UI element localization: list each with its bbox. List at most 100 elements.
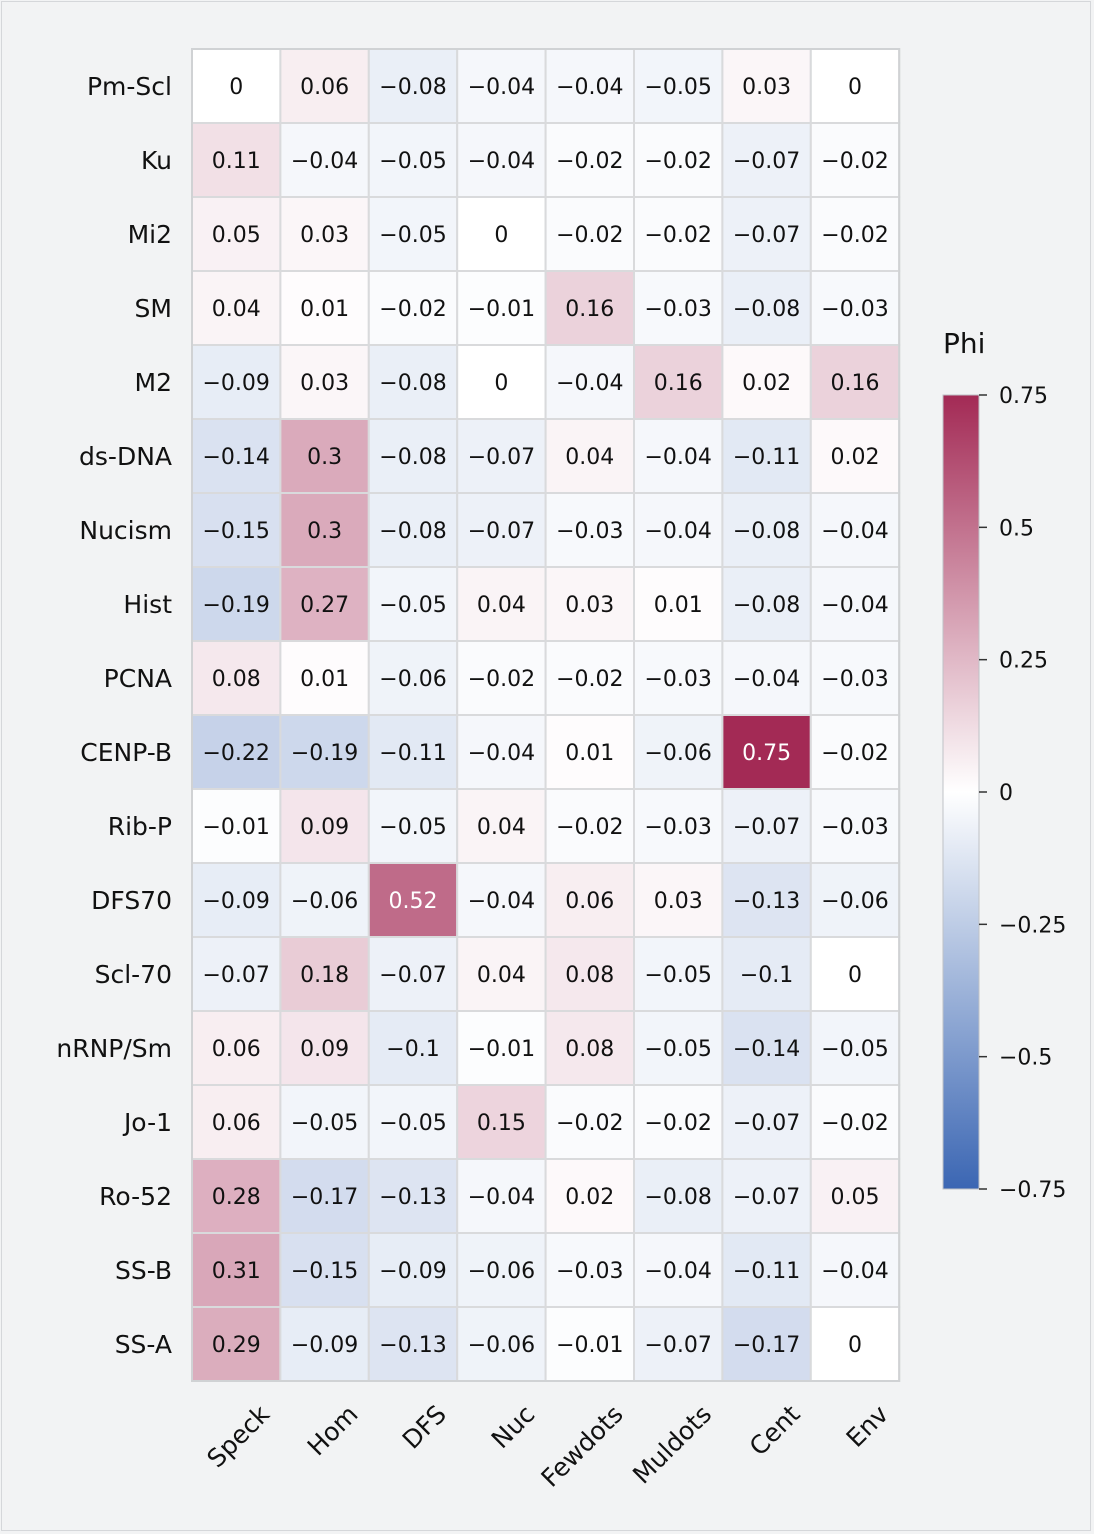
cell-value: −0.07 — [202, 963, 269, 988]
cell-value: −0.02 — [644, 223, 711, 248]
cell-value: 0.06 — [565, 889, 614, 914]
cell-value: 0.03 — [654, 889, 703, 914]
cell-value: −0.04 — [468, 75, 535, 100]
heatmap-cell — [279, 492, 370, 568]
colorbar: Phi 0.75 0.5 0.25 0 −0.25 −0.5 −0.75 — [942, 327, 1066, 1203]
cell-value: −0.06 — [468, 1259, 535, 1284]
cell-value: 0.01 — [565, 741, 614, 766]
cell-value: −0.05 — [644, 963, 711, 988]
row-label: nRNP/Sm — [56, 1034, 172, 1063]
heatmap-cell — [544, 48, 635, 124]
cell-value: 0 — [494, 223, 508, 248]
cell-value: −0.04 — [468, 889, 535, 914]
heatmap-cell — [456, 566, 547, 642]
cell-value: −0.03 — [644, 667, 711, 692]
heatmap-cell — [544, 122, 635, 198]
cell-value: −0.08 — [379, 371, 446, 396]
heatmap-cell — [456, 492, 547, 568]
cell-value: −0.13 — [379, 1185, 446, 1210]
cell-value: −0.02 — [379, 297, 446, 322]
cell-value: −0.02 — [821, 223, 888, 248]
heatmap-cell — [633, 418, 724, 494]
cell-value: −0.04 — [556, 75, 623, 100]
heatmap-cell — [721, 1010, 812, 1086]
heatmap-cell — [809, 1306, 901, 1382]
cell-value: −0.19 — [202, 593, 269, 618]
colorbar-ticks: 0.75 0.5 0.25 0 −0.25 −0.5 −0.75 — [979, 384, 1066, 1203]
heatmap-cell — [456, 270, 547, 346]
cell-value: −0.04 — [556, 371, 623, 396]
cell-value: −0.1 — [740, 963, 793, 988]
cell-value: 0.52 — [389, 889, 438, 914]
heatmap-cell — [809, 122, 901, 198]
cell-value: −0.08 — [379, 519, 446, 544]
cell-value: −0.08 — [644, 1185, 711, 1210]
colorbar-tick-label: 0 — [999, 781, 1013, 806]
cell-value: 0.27 — [300, 593, 349, 618]
cell-value: −0.19 — [291, 741, 358, 766]
heatmap-cell — [367, 122, 459, 198]
heatmap-cell — [721, 862, 812, 938]
column-label: Hom — [302, 1399, 364, 1461]
heatmap-cell — [721, 1084, 812, 1160]
cell-value: −0.08 — [379, 75, 446, 100]
heatmap-cell — [456, 196, 547, 272]
heatmap-cell — [367, 270, 459, 346]
heatmap-cell — [367, 344, 459, 420]
cell-value: −0.07 — [468, 445, 535, 470]
heatmap-cell — [367, 1010, 459, 1086]
colorbar-tick-label: 0.25 — [999, 649, 1048, 674]
cell-value: −0.09 — [291, 1333, 358, 1358]
heatmap-cell — [633, 714, 724, 790]
heatmap-cell — [544, 492, 635, 568]
cell-value: −0.03 — [821, 667, 888, 692]
heatmap-cell — [809, 862, 901, 938]
row-label: Hist — [123, 590, 172, 619]
heatmap-cell — [544, 640, 635, 716]
heatmap-cell — [721, 936, 812, 1012]
heatmap-cell — [279, 714, 370, 790]
heatmap-cell — [721, 344, 812, 420]
cell-value: −0.02 — [644, 1111, 711, 1136]
heatmap-cell — [544, 714, 635, 790]
cell-value: 0 — [848, 1333, 862, 1358]
cell-value: 0.08 — [212, 667, 261, 692]
cell-value: 0.05 — [831, 1185, 880, 1210]
cell-value: −0.06 — [821, 889, 888, 914]
cell-value: −0.03 — [644, 297, 711, 322]
heatmap-cell — [367, 714, 459, 790]
cell-value: −0.07 — [733, 1185, 800, 1210]
cell-value: −0.06 — [379, 667, 446, 692]
row-label: Rib-P — [108, 812, 172, 841]
cell-value: 0.16 — [654, 371, 703, 396]
cell-value: −0.02 — [821, 149, 888, 174]
row-labels: Pm-Scl Ku Mi2 SM M2 ds-DNA Nucism Hist PCNA CENP-… — [56, 72, 172, 1359]
heatmap-cell — [544, 196, 635, 272]
colorbar-tick-label: −0.5 — [999, 1046, 1052, 1071]
row-label: Ku — [141, 146, 172, 175]
cell-value: 0.02 — [831, 445, 880, 470]
cell-value: −0.09 — [379, 1259, 446, 1284]
cell-value: −0.15 — [291, 1259, 358, 1284]
cell-value: −0.02 — [556, 667, 623, 692]
cell-value: −0.07 — [733, 1111, 800, 1136]
cell-value: −0.06 — [644, 741, 711, 766]
heatmap-cell — [456, 418, 547, 494]
heatmap-border — [191, 48, 901, 1382]
cell-value: −0.03 — [556, 519, 623, 544]
heatmap-cell — [633, 1306, 724, 1382]
cell-value: −0.04 — [733, 667, 800, 692]
cell-value: 0.04 — [477, 815, 526, 840]
colorbar-tick-label: 0.75 — [999, 384, 1048, 409]
cell-value: −0.13 — [379, 1333, 446, 1358]
heatmap-cell — [456, 714, 547, 790]
cell-value: 0.06 — [300, 75, 349, 100]
row-label: PCNA — [104, 664, 172, 693]
heatmap-cell — [279, 640, 370, 716]
heatmap-cell — [191, 122, 282, 198]
heatmap-cell — [191, 418, 282, 494]
cell-value: −0.07 — [733, 815, 800, 840]
heatmap-cell — [544, 1232, 635, 1308]
heatmap-cell — [809, 418, 901, 494]
